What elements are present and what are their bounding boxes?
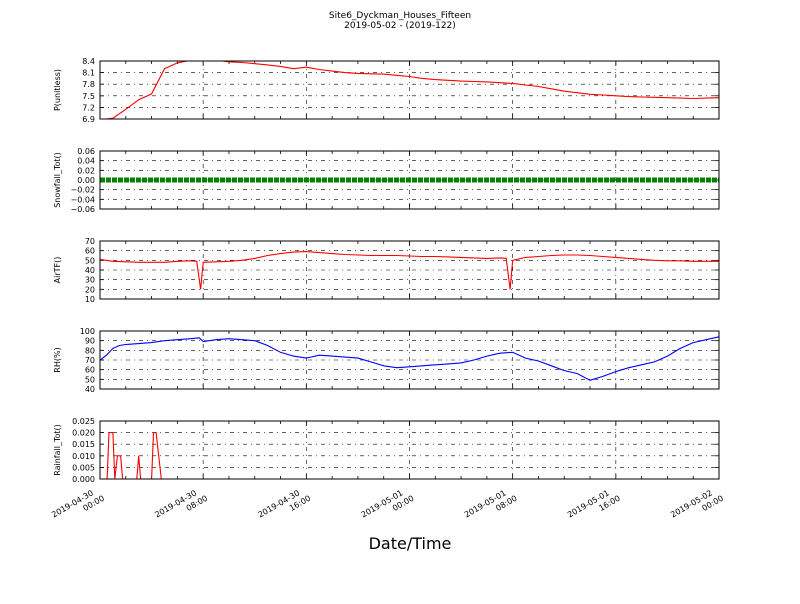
y-tick-label: 20 <box>85 285 95 294</box>
y-tick-label: 7.8 <box>82 80 95 89</box>
axes-frame <box>99 240 720 300</box>
y-tick-label: 0.005 <box>72 463 95 472</box>
y-axis-label: Snowfall_Tot() <box>53 152 62 208</box>
chart-subtitle: 2019-05-02 - (2019-122) <box>344 21 456 31</box>
y-tick-label: 0.025 <box>72 417 95 426</box>
y-tick-label: 8.4 <box>82 57 95 66</box>
axes-frame <box>99 330 720 390</box>
y-tick-label: −0.02 <box>70 186 95 195</box>
series-line <box>101 61 719 119</box>
series-line <box>100 251 719 290</box>
y-tick-label: 10 <box>85 295 95 304</box>
y-tick-label: 0.000 <box>72 475 95 484</box>
x-tick-label: 2019-05-0108:00 <box>463 485 519 528</box>
y-tick-label: −0.04 <box>70 195 95 204</box>
y-tick-label: 0.015 <box>72 440 95 449</box>
y-tick-label: 40 <box>85 266 95 275</box>
series-line <box>100 336 719 381</box>
y-tick-label: 0.06 <box>77 147 95 156</box>
x-tick-label: 2019-04-3000:00 <box>50 485 106 528</box>
x-tick-label: 2019-05-0200:00 <box>669 485 725 528</box>
y-tick-label: 70 <box>85 356 95 365</box>
y-tick-label: 0.020 <box>72 429 95 438</box>
y-tick-label: 60 <box>85 247 95 256</box>
x-tick-label: 2019-04-3016:00 <box>257 485 313 528</box>
y-tick-label: 6.9 <box>82 115 95 124</box>
y-tick-label: 30 <box>85 276 95 285</box>
y-tick-label: 70 <box>85 237 95 246</box>
x-tick-label: 2019-05-0100:00 <box>360 485 416 528</box>
x-tick-label: 2019-05-0116:00 <box>566 485 622 528</box>
y-tick-label: 0.010 <box>72 452 95 461</box>
y-tick-label: 80 <box>85 346 95 355</box>
y-tick-label: 7.2 <box>82 103 95 112</box>
chart-title: Site6_Dyckman_Houses_Fifteen <box>328 11 472 21</box>
y-tick-label: 7.5 <box>82 92 95 101</box>
y-tick-label: 0.04 <box>77 157 95 166</box>
y-tick-label: 0.02 <box>77 166 95 175</box>
y-axis-label: Rainfall_Tot() <box>53 424 62 476</box>
y-tick-label: 90 <box>85 337 95 346</box>
x-tick-label: 2019-04-3008:00 <box>153 485 209 528</box>
y-tick-label: 8.1 <box>82 69 95 78</box>
y-tick-label: 50 <box>85 256 95 265</box>
y-axis-label: AirTF() <box>53 257 62 284</box>
panel-5: 0.025 0.020 0.015 0.010 0.005 0.000 Rainfall_T… <box>53 417 720 484</box>
x-axis-label: Date/Time <box>368 534 452 553</box>
y-tick-label: 100 <box>80 327 95 336</box>
y-tick-label: 60 <box>85 366 95 375</box>
axes-frame <box>99 150 720 210</box>
series-line <box>100 432 719 479</box>
y-tick-label: −0.06 <box>70 205 95 214</box>
y-axis-label: P(unitless) <box>53 69 62 111</box>
y-tick-label: 40 <box>85 385 95 394</box>
y-tick-label: 50 <box>85 375 95 384</box>
axes-frame <box>99 420 720 480</box>
axes-frame <box>99 60 720 120</box>
panel-2: 0.060.040.020.00−0.02−0.04−0.06 Snowfall_… <box>53 147 720 214</box>
panel-1: 8.4 8.1 7.8 7.5 7.2 6.9 P(unitless) <box>53 57 720 124</box>
y-tick-label: 0.00 <box>77 176 95 185</box>
x-axis: 2019-04-3000:00 2019-04-3008:00 2019-04-30… <box>50 485 725 528</box>
y-axis-label: RH(%) <box>53 347 62 372</box>
